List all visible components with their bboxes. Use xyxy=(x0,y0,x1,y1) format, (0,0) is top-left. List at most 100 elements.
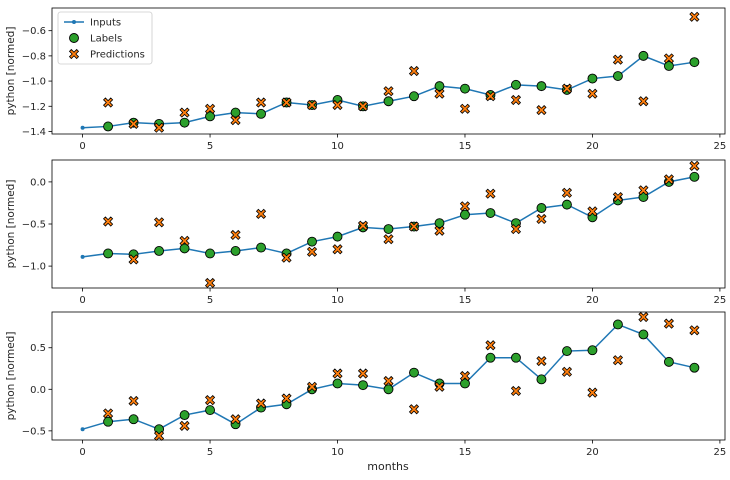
prediction-point xyxy=(306,381,318,392)
label-point xyxy=(256,108,266,119)
prediction-point xyxy=(383,375,394,387)
x-tick-label: 20 xyxy=(586,447,599,458)
prediction-point xyxy=(638,185,649,196)
prediction-point xyxy=(510,385,522,397)
x-tick-label: 20 xyxy=(586,295,599,306)
x-tick-label: 25 xyxy=(714,141,727,152)
x-tick-label: 25 xyxy=(714,295,727,306)
label-point xyxy=(434,81,445,92)
x-tick-label: 10 xyxy=(331,295,344,306)
label-point xyxy=(485,208,496,219)
x-tick-label: 10 xyxy=(331,141,344,152)
label-point xyxy=(103,121,114,132)
prediction-point xyxy=(408,65,420,77)
prediction-point xyxy=(689,11,700,22)
prediction-point xyxy=(434,381,445,392)
prediction-point xyxy=(408,221,420,232)
prediction-point xyxy=(485,340,496,351)
panel-2: 0 5 10 15 20 25 −1.0 −0.5 0.0 python [normed] xyxy=(5,159,727,306)
prediction-point xyxy=(204,103,216,114)
prediction-point xyxy=(128,118,139,130)
prediction-point xyxy=(638,311,649,323)
label-point xyxy=(663,356,674,367)
prediction-point xyxy=(102,216,114,227)
prediction-point xyxy=(153,430,165,441)
prediction-point xyxy=(612,191,624,203)
label-point xyxy=(511,352,521,363)
y-tick-label: −0.8 xyxy=(22,51,46,62)
inputs-point xyxy=(80,254,85,259)
prediction-point xyxy=(536,355,547,367)
legend: Inputs Labels Predictions xyxy=(57,11,153,65)
prediction-point xyxy=(485,91,496,102)
label-point xyxy=(587,345,598,356)
prediction-point xyxy=(306,246,318,257)
prediction-point xyxy=(612,54,624,65)
label-point xyxy=(663,61,674,71)
label-point xyxy=(256,242,266,253)
x-tick-label: 5 xyxy=(207,141,213,152)
prediction-point xyxy=(408,404,420,415)
x-tick-label: 15 xyxy=(459,295,472,306)
prediction-point xyxy=(459,103,471,114)
label-point xyxy=(409,91,419,102)
x-tick-label: 10 xyxy=(331,447,344,458)
label-point xyxy=(536,374,547,385)
legend-entry-label: Predictions xyxy=(90,50,145,61)
label-point xyxy=(332,231,343,242)
prediction-point xyxy=(332,244,343,255)
prediction-point xyxy=(587,88,598,99)
prediction-point xyxy=(485,188,496,199)
legend-entry-label: Labels xyxy=(90,34,122,45)
legend-inputs-marker xyxy=(72,20,76,24)
axes-frame xyxy=(51,159,726,289)
label-point xyxy=(358,380,368,391)
label-point xyxy=(460,83,470,94)
y-tick-label: −1.0 xyxy=(22,262,46,273)
prediction-point xyxy=(153,217,165,228)
prediction-point xyxy=(459,370,471,382)
label-point xyxy=(103,248,114,259)
prediction-point xyxy=(561,187,573,198)
prediction-point xyxy=(536,104,547,116)
x-tick-label: 25 xyxy=(714,447,727,458)
label-point xyxy=(689,171,700,182)
prediction-point xyxy=(332,368,343,379)
prediction-point xyxy=(587,387,598,398)
legend-predictions-swatch xyxy=(68,48,80,60)
prediction-point xyxy=(128,395,139,407)
prediction-point xyxy=(102,97,114,108)
label-point xyxy=(587,73,598,84)
prediction-point xyxy=(230,115,241,126)
x-tick-label: 0 xyxy=(79,447,85,458)
label-point xyxy=(205,248,216,259)
inputs-point xyxy=(80,125,85,130)
x-tick-label: 5 xyxy=(207,447,213,458)
prediction-point xyxy=(561,366,573,377)
y-axis-label: python [normed] xyxy=(5,27,17,116)
prediction-point xyxy=(179,107,190,118)
label-point xyxy=(409,367,419,378)
x-axis-label: months xyxy=(367,460,409,473)
label-point xyxy=(383,224,394,235)
axes-frame xyxy=(51,7,726,135)
prediction-point xyxy=(663,53,675,64)
prediction-point xyxy=(663,318,675,329)
label-point xyxy=(154,245,165,256)
label-point xyxy=(307,236,317,247)
prediction-point xyxy=(663,174,675,185)
label-point xyxy=(536,81,547,92)
y-tick-label: −1.0 xyxy=(22,77,46,88)
label-point xyxy=(511,79,521,90)
y-tick-label: 0.0 xyxy=(30,177,46,188)
x-tick-label: 5 xyxy=(207,295,213,306)
x-tick-label: 0 xyxy=(79,141,85,152)
x-tick-label: 0 xyxy=(79,295,85,306)
label-point xyxy=(485,352,496,363)
label-point xyxy=(460,378,470,389)
prediction-point xyxy=(179,235,190,246)
prediction-point xyxy=(434,225,445,236)
prediction-point xyxy=(357,220,369,231)
prediction-point xyxy=(510,94,522,106)
